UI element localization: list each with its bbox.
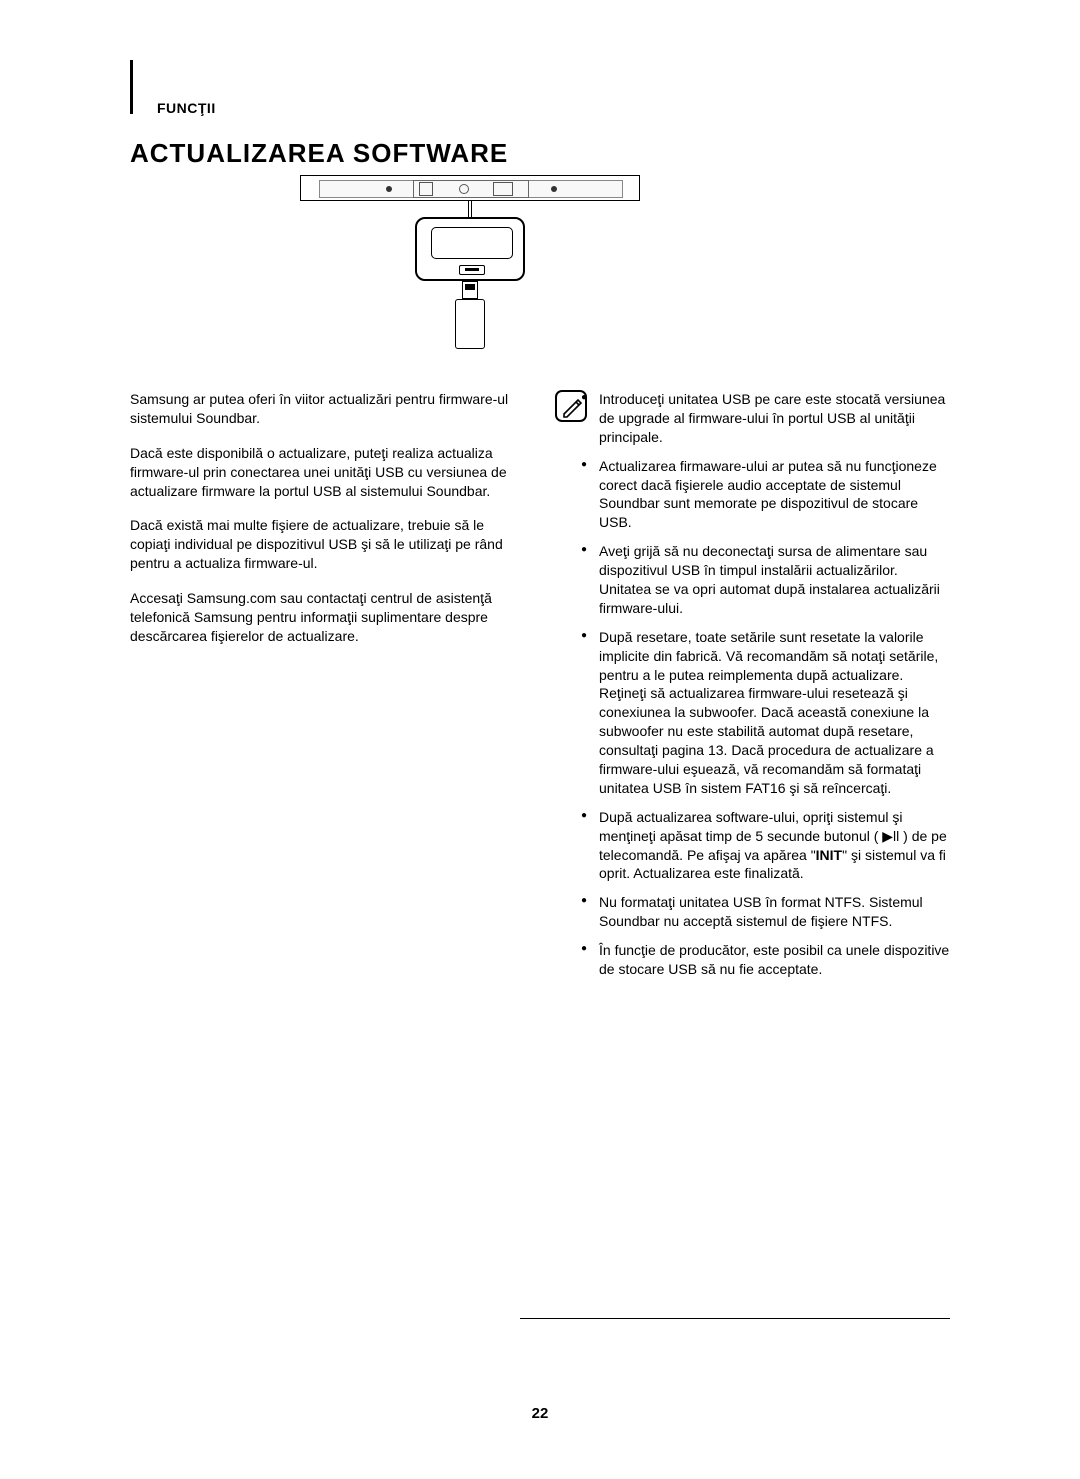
body-columns: Samsung ar putea oferi în viitor actuali… xyxy=(130,390,950,989)
paragraph: Dacă există mai multe fişiere de actuali… xyxy=(130,516,525,573)
list-item: Introduceţi unitatea USB pe care este st… xyxy=(599,390,950,447)
page-title: ACTUALIZAREA SOFTWARE xyxy=(130,138,508,169)
list-item: În funcţie de producător, este posibil c… xyxy=(599,941,950,979)
paragraph: Accesaţi Samsung.com sau contactaţi cent… xyxy=(130,589,525,646)
soundbar-body-icon xyxy=(300,175,640,201)
list-item: Nu formataţi unitatea USB în format NTFS… xyxy=(599,893,950,931)
list-item: După resetare, toate setările sunt reset… xyxy=(599,628,950,798)
right-column: Introduceţi unitatea USB pe care este st… xyxy=(555,390,950,989)
list-item: După actualizarea software-ului, opriţi … xyxy=(599,808,950,884)
left-column: Samsung ar putea oferi în viitor actuali… xyxy=(130,390,525,989)
paragraph: Dacă este disponibilă o actualizare, put… xyxy=(130,444,525,501)
usb-stick-icon xyxy=(455,281,485,349)
paragraph: Samsung ar putea oferi în viitor actuali… xyxy=(130,390,525,428)
hub-box-icon xyxy=(415,217,525,281)
notes-list: Introduceţi unitatea USB pe care este st… xyxy=(555,390,950,979)
soundbar-usb-diagram xyxy=(300,175,640,355)
page-number: 22 xyxy=(0,1405,1080,1422)
section-rule xyxy=(130,60,133,114)
list-item: Aveţi grijă să nu deconectaţi sursa de a… xyxy=(599,542,950,618)
init-bold: INIT xyxy=(816,847,842,863)
horizontal-rule xyxy=(520,1318,950,1319)
list-item: Actualizarea firmaware-ului ar putea să … xyxy=(599,457,950,533)
section-label: FUNCŢII xyxy=(157,100,216,116)
